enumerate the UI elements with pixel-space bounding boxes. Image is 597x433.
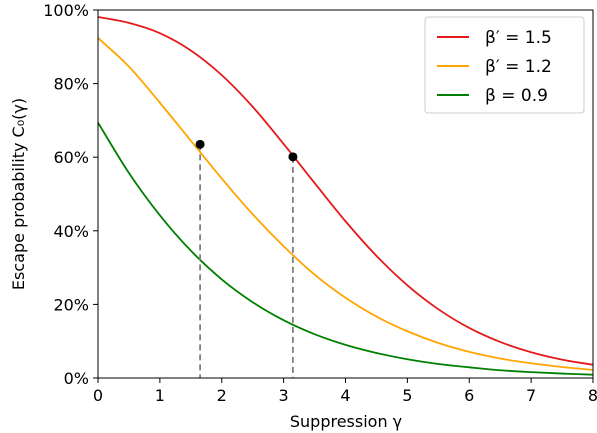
x-tick-label: 5 — [402, 386, 412, 405]
y-tick-label: 80% — [53, 75, 89, 94]
y-tick-label: 100% — [43, 1, 89, 20]
series-line-1 — [97, 16, 594, 366]
legend-label-1: β′ = 1.5 — [485, 28, 552, 48]
x-tick-label: 6 — [464, 386, 474, 405]
series-line-2 — [97, 37, 594, 371]
x-tick-label: 1 — [155, 386, 165, 405]
y-tick-label: 60% — [53, 148, 89, 167]
x-tick-label: 8 — [588, 386, 597, 405]
legend: β′ = 1.5 β′ = 1.2 β = 0.9 — [424, 16, 585, 114]
y-tick-label: 20% — [53, 295, 89, 314]
x-tick-label: 7 — [526, 386, 536, 405]
axes: 0 1 2 3 4 5 6 7 80%20%40%60%80%100% — [43, 1, 597, 405]
legend-label-3: β = 0.9 — [485, 86, 548, 106]
marker-point-2 — [288, 152, 298, 162]
marker-point-1 — [195, 139, 205, 149]
x-tick-label: 0 — [93, 386, 103, 405]
legend-box — [424, 16, 585, 114]
x-tick-label: 3 — [279, 386, 289, 405]
x-axis-label: Suppression γ — [290, 412, 402, 431]
y-tick-label: 0% — [64, 369, 89, 388]
legend-label-2: β′ = 1.2 — [485, 57, 552, 77]
y-axis-label: Escape probability C₀(γ) — [9, 98, 28, 290]
plot-area — [97, 9, 594, 378]
y-tick-label: 40% — [53, 222, 89, 241]
x-tick-label: 2 — [217, 386, 227, 405]
series-line-3 — [97, 122, 594, 376]
x-tick-label: 4 — [340, 386, 350, 405]
